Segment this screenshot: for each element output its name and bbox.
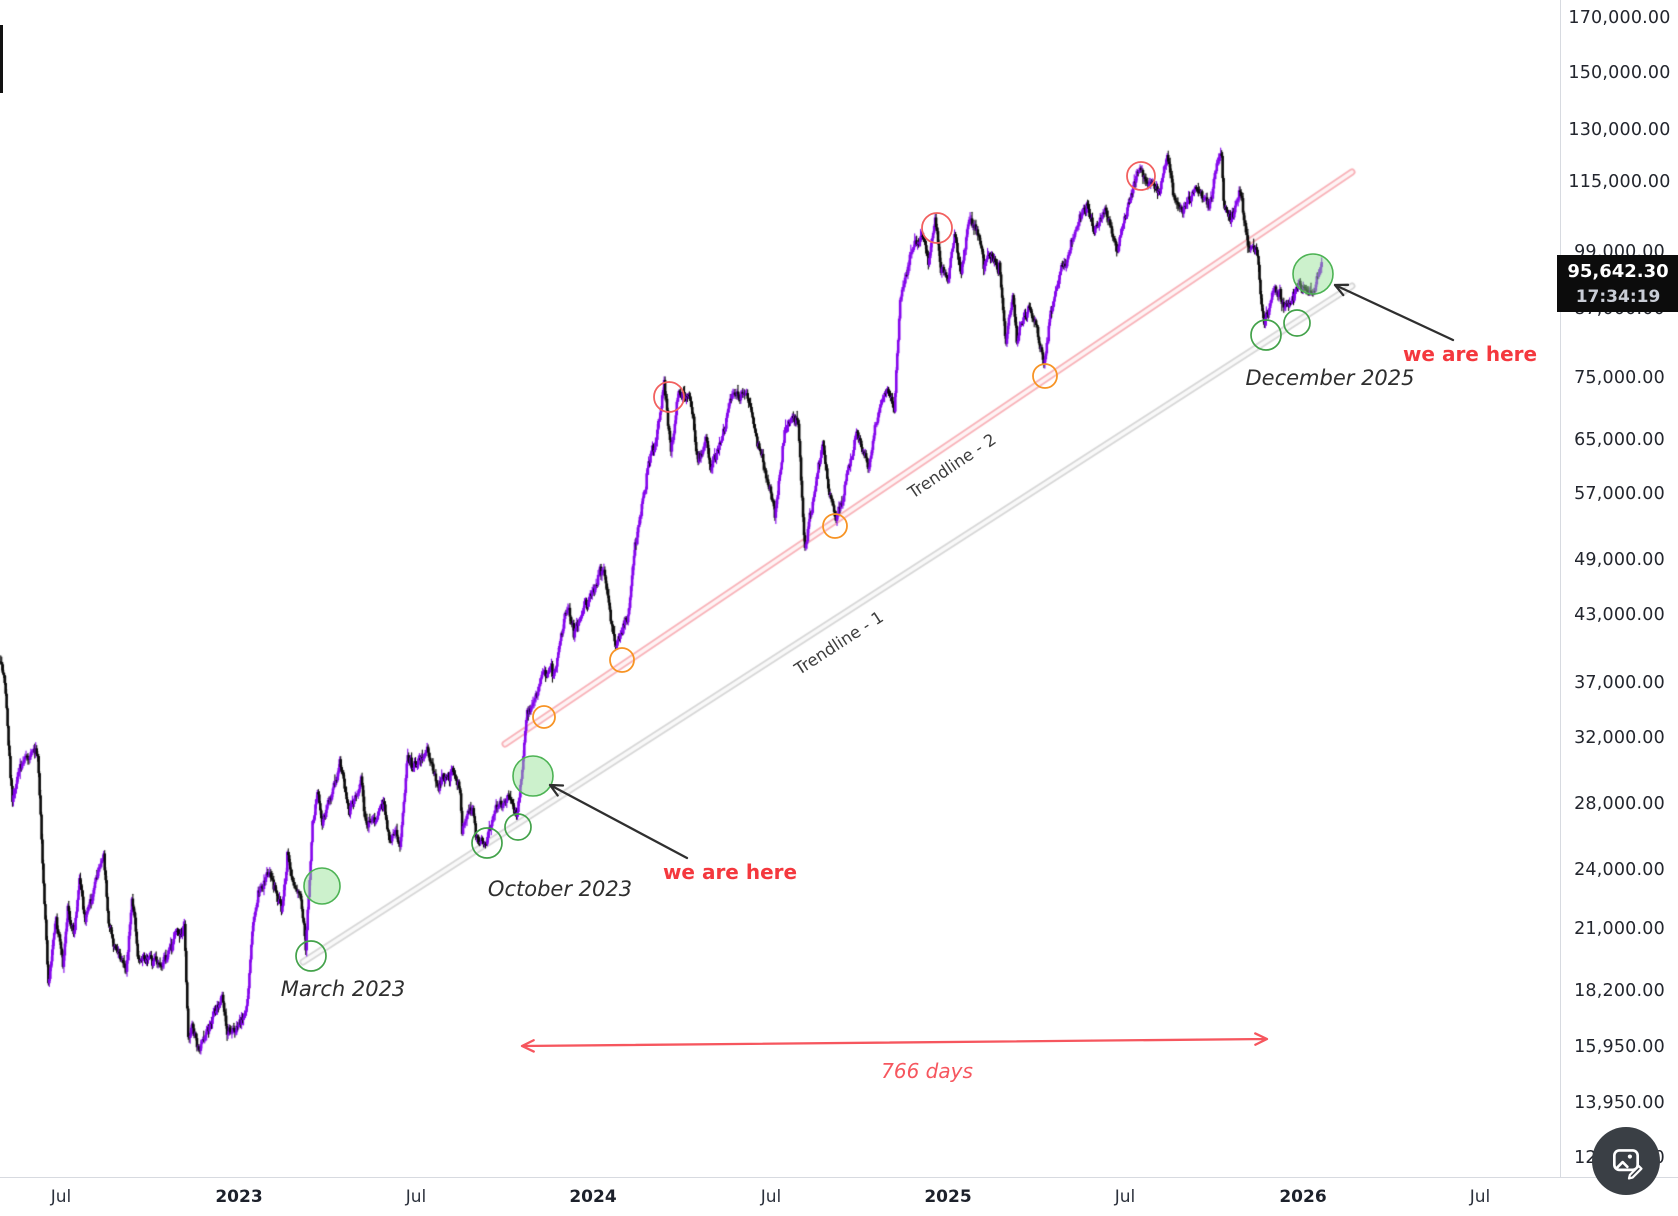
price-axis[interactable]: 95,642.30 17:34:19 170,000.00 150,000.00 1… [1557,0,1678,1177]
last-price-value: 95,642.30 [1567,260,1669,282]
time-axis-tick: Jul [1114,1187,1136,1207]
left-edge-artifact [0,25,3,93]
price-axis-tick: 57,000.00 [1574,484,1665,504]
candlestick-canvas[interactable] [0,0,1560,1177]
price-axis-tick: 75,000.00 [1574,368,1665,388]
marker-circle-green-open[interactable] [504,813,532,841]
time-axis[interactable]: Jul 2023 Jul 2024 Jul 2025 Jul 2026 Jul [0,1177,1678,1216]
pointer-arrow[interactable] [548,783,689,860]
image-edit-icon [1613,1149,1643,1180]
marker-circle-green-fill[interactable] [512,755,554,797]
marker-circle-red[interactable] [921,212,953,244]
annotations-overlay [295,161,1455,1053]
time-axis-tick: 2023 [215,1187,263,1207]
marker-circle-orange[interactable] [532,705,556,729]
image-edit-button[interactable] [1592,1127,1660,1195]
price-axis-tick: 28,000.00 [1574,794,1665,814]
marker-circle-orange[interactable] [822,513,848,539]
price-axis-tick: 21,000.00 [1574,919,1665,939]
time-axis-tick: Jul [405,1187,427,1207]
marker-circle-green-open[interactable] [295,940,327,972]
last-price-time: 17:34:19 [1575,286,1661,307]
marker-circle-green-open[interactable] [471,827,503,859]
marker-circle-orange[interactable] [609,647,635,673]
duration-double-arrow[interactable] [520,1032,1269,1053]
price-axis-tick: 170,000.00 [1568,8,1671,28]
price-axis-tick: 43,000.00 [1574,605,1665,625]
time-axis-tick: 2026 [1279,1187,1327,1207]
price-axis-tick: 150,000.00 [1568,63,1671,83]
last-price-label: 95,642.30 17:34:19 [1557,255,1678,312]
price-axis-tick: 18,200.00 [1574,981,1665,1001]
price-axis-tick: 13,950.00 [1574,1093,1665,1113]
marker-circle-red[interactable] [1126,161,1156,191]
price-axis-tick: 15,950.00 [1574,1037,1665,1057]
price-axis-tick: 115,000.00 [1568,172,1671,192]
time-axis-tick: 2025 [924,1187,972,1207]
marker-circle-red[interactable] [653,381,685,413]
price-chart-pane[interactable]: March 2023 October 2023 December 2025 we ar… [0,0,1560,1177]
price-axis-tick: 37,000.00 [1574,673,1665,693]
time-axis-tick: Jul [760,1187,782,1207]
marker-circle-green-open[interactable] [1283,309,1311,337]
marker-circle-green-fill[interactable] [303,867,341,905]
marker-circle-orange[interactable] [1032,363,1058,389]
price-axis-tick: 65,000.00 [1574,430,1665,450]
price-axis-tick: 24,000.00 [1574,860,1665,880]
pointer-arrow[interactable] [1333,283,1455,342]
time-axis-tick: Jul [1469,1187,1491,1207]
marker-circle-green-open[interactable] [1250,319,1282,351]
price-axis-tick: 32,000.00 [1574,728,1665,748]
time-axis-tick: 2024 [569,1187,617,1207]
price-axis-tick: 130,000.00 [1568,120,1671,140]
time-axis-tick: Jul [50,1187,72,1207]
marker-circle-green-fill[interactable] [1292,253,1334,295]
price-axis-tick: 49,000.00 [1574,550,1665,570]
